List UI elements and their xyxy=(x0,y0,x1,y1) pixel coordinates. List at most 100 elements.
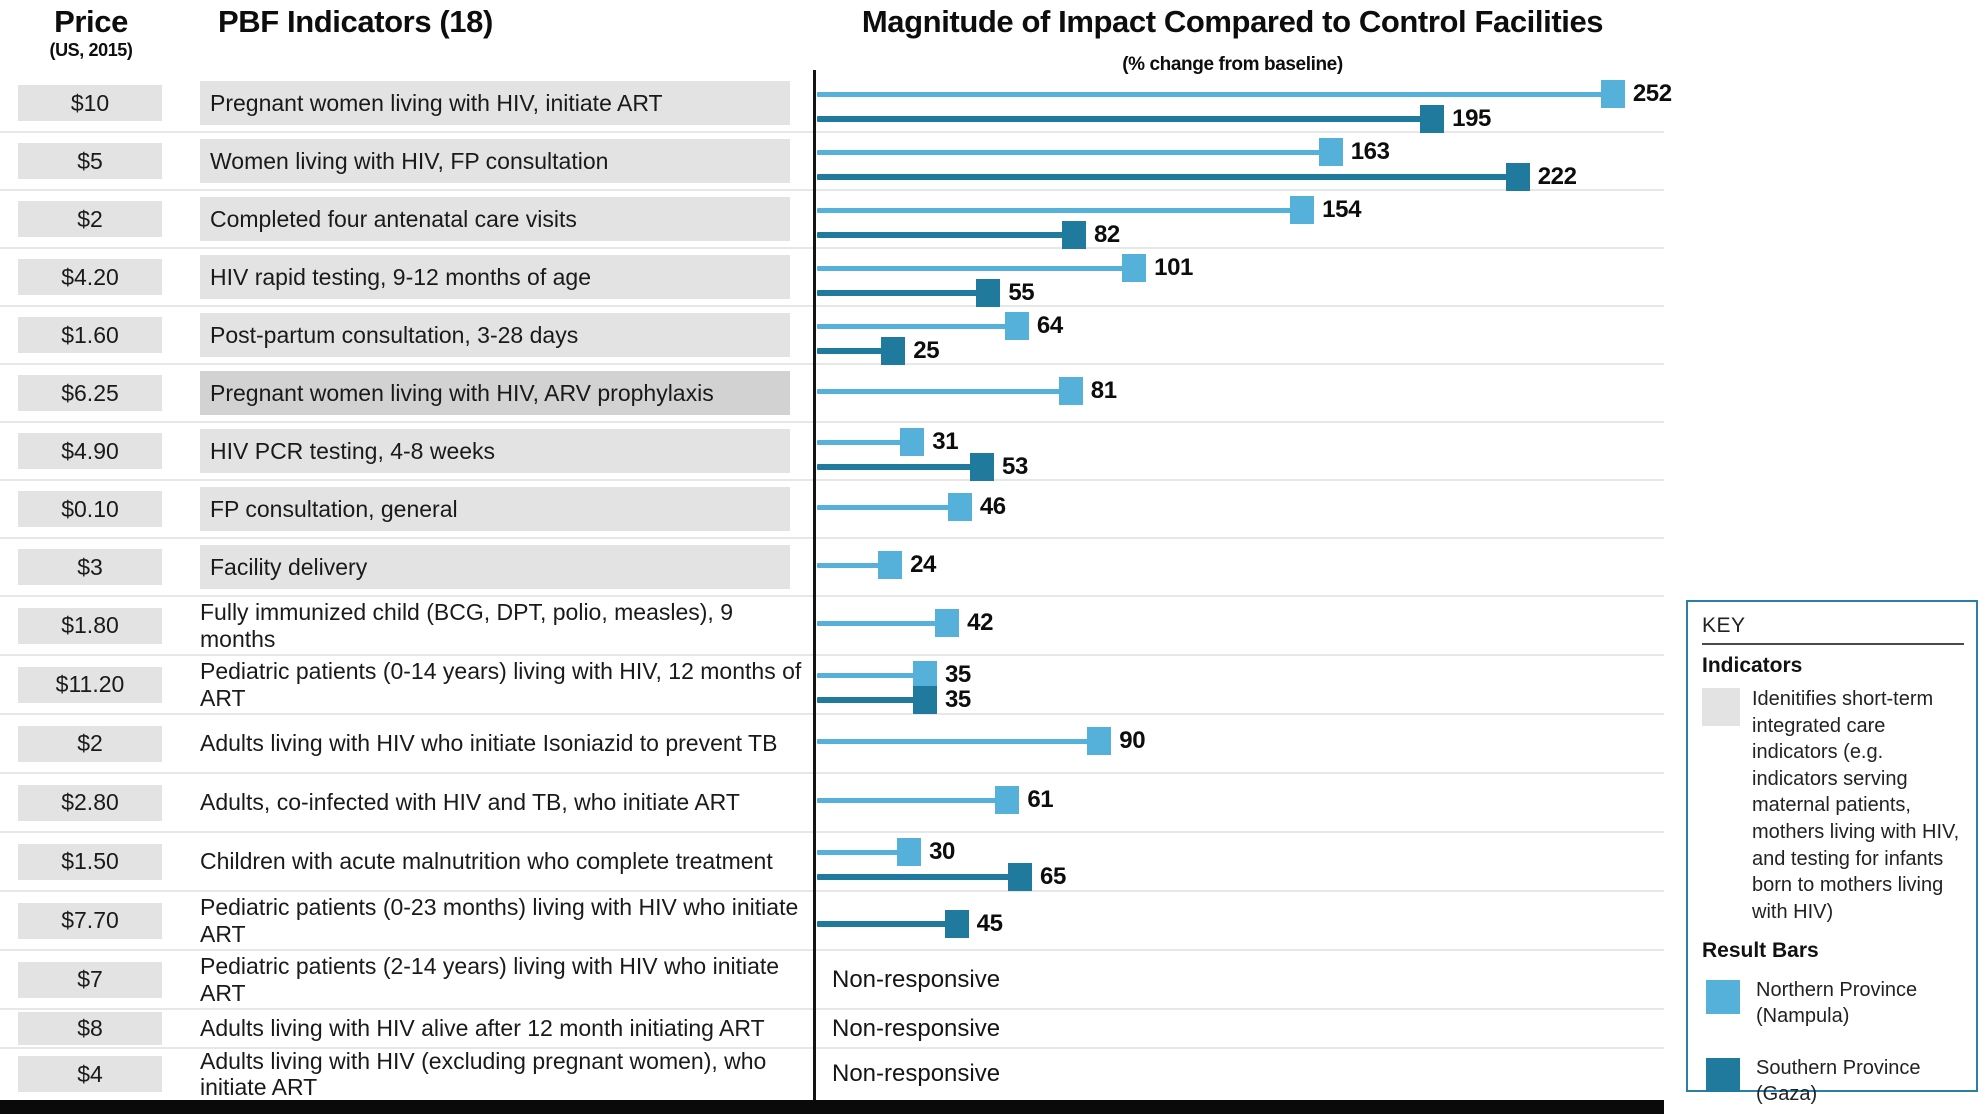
bar-north-line xyxy=(817,323,1008,329)
bar-value-label: 195 xyxy=(1452,105,1491,132)
indicator-label: Fully immunized child (BCG, DPT, polio, … xyxy=(200,599,733,652)
price-cell: $2 xyxy=(18,725,162,762)
row-separator xyxy=(0,131,1664,133)
north-province-swatch xyxy=(1706,980,1740,1015)
bottom-divider-bar xyxy=(0,1100,1664,1114)
bar-north-line xyxy=(817,149,1322,155)
key-indicators-heading: Indicators xyxy=(1702,654,1803,677)
bar-value-label: 252 xyxy=(1632,80,1672,107)
indicator-label: Pregnant women living with HIV, ARV prop… xyxy=(200,371,790,415)
row-separator xyxy=(0,949,1664,951)
bar-north-line xyxy=(817,797,999,803)
legend-item-south: Southern Province (Gaza) xyxy=(1706,1055,1964,1107)
bar-value-label: 31 xyxy=(932,428,959,455)
price-cell: $7.70 xyxy=(18,902,162,939)
bar-north-marker xyxy=(1058,377,1083,405)
chart-title: Magnitude of Impact Compared to Control … xyxy=(861,4,1604,39)
indicator-label: Adults living with HIV alive after 12 mo… xyxy=(200,1015,765,1042)
bar-value-label: 25 xyxy=(913,337,940,364)
price-cell: $1.80 xyxy=(18,607,162,644)
bar-value-label: 46 xyxy=(979,493,1006,520)
bar-north-line xyxy=(817,207,1294,213)
shaded-indicator-swatch xyxy=(1702,688,1740,726)
bar-south-marker xyxy=(1008,863,1033,891)
indicators-column-title: PBF Indicators (18) xyxy=(218,4,493,39)
bar-value-label: 24 xyxy=(910,551,936,578)
bar-south-marker xyxy=(944,910,969,938)
row-separator xyxy=(0,363,1664,365)
bar-south-line xyxy=(817,348,885,354)
non-responsive-label: Non-responsive xyxy=(832,1014,1001,1042)
bar-north-marker xyxy=(900,428,925,456)
row-separator xyxy=(0,421,1664,423)
price-cell: $8 xyxy=(18,1012,162,1045)
price-cell: $1.50 xyxy=(18,843,162,880)
key-title: KEY xyxy=(1702,614,1746,637)
indicator-label: Facility delivery xyxy=(200,545,790,589)
key-legend-box: KEY Indicators Idenitifies short-term in… xyxy=(1686,600,1978,1105)
indicator-label: HIV PCR testing, 4-8 weeks xyxy=(200,429,790,473)
bar-north-marker xyxy=(878,551,903,579)
bar-north-marker xyxy=(1087,727,1112,755)
indicator-label: Pediatric patients (0-23 months) living … xyxy=(200,894,799,947)
bar-value-label: 82 xyxy=(1093,221,1120,248)
bar-north-line xyxy=(817,738,1091,744)
bar-north-marker xyxy=(1122,254,1147,282)
row-separator xyxy=(0,247,1664,249)
bar-south-line xyxy=(817,116,1424,122)
bar-south-line xyxy=(817,464,973,470)
price-cell: $0.10 xyxy=(18,491,162,527)
row-separator xyxy=(0,890,1664,892)
indicator-label: Pediatric patients (0-14 years) living w… xyxy=(200,658,802,711)
bar-north-line xyxy=(817,439,904,445)
bar-north-line xyxy=(817,620,939,626)
bar-value-label: 81 xyxy=(1090,377,1117,404)
indicator-label: Pregnant women living with HIV, initiate… xyxy=(200,81,790,125)
bar-north-marker xyxy=(1290,196,1315,224)
north-province-label: Northern Province (Nampula) xyxy=(1756,979,1918,1028)
bar-north-marker xyxy=(1600,80,1625,108)
bar-south-marker xyxy=(976,279,1001,307)
row-separator xyxy=(0,189,1664,191)
bar-north-marker xyxy=(912,661,937,689)
bar-south-marker xyxy=(912,686,937,714)
price-cell: $4 xyxy=(18,1056,162,1092)
bar-value-label: 35 xyxy=(944,661,971,688)
bar-south-marker xyxy=(1061,221,1086,249)
bar-south-marker xyxy=(970,453,994,481)
indicator-label: Children with acute malnutrition who com… xyxy=(200,848,773,875)
key-title-rule xyxy=(1702,643,1964,645)
price-cell: $1.60 xyxy=(18,317,162,353)
bar-south-line xyxy=(817,697,916,703)
bar-north-marker xyxy=(1318,138,1343,166)
bar-north-line xyxy=(817,91,1604,97)
bar-south-line xyxy=(817,921,948,927)
indicator-label: Post-partum consultation, 3-28 days xyxy=(200,313,790,357)
indicator-label: Women living with HIV, FP consultation xyxy=(200,139,790,183)
bar-north-line xyxy=(817,504,951,510)
bar-south-marker xyxy=(1505,163,1530,191)
price-cell: $11.20 xyxy=(18,666,162,703)
indicator-label: Adults, co-infected with HIV and TB, who… xyxy=(200,789,740,816)
price-cell: $4.20 xyxy=(18,259,162,295)
bar-value-label: 53 xyxy=(1002,453,1028,480)
key-result-bars-heading: Result Bars xyxy=(1702,939,1819,963)
bar-value-label: 30 xyxy=(929,838,955,865)
south-province-label: Southern Province (Gaza) xyxy=(1756,1057,1921,1106)
indicator-label: Completed four antenatal care visits xyxy=(200,197,790,241)
non-responsive-label: Non-responsive xyxy=(832,1060,1001,1087)
south-province-swatch xyxy=(1706,1058,1740,1093)
bar-north-line xyxy=(817,265,1126,271)
bar-south-line xyxy=(817,174,1509,180)
row-separator xyxy=(0,479,1664,481)
bar-north-line xyxy=(817,388,1062,394)
bar-value-label: 55 xyxy=(1008,279,1035,306)
indicator-label: HIV rapid testing, 9-12 months of age xyxy=(200,255,790,299)
bar-value-label: 35 xyxy=(944,686,971,713)
price-cell: $2 xyxy=(18,201,162,237)
price-cell: $6.25 xyxy=(18,375,162,411)
bar-north-line xyxy=(817,672,916,678)
bar-value-label: 101 xyxy=(1154,254,1193,281)
chart-subtitle: (% change from baseline) xyxy=(1122,54,1343,75)
indicator-label: Adults living with HIV (excluding pregna… xyxy=(200,1047,767,1100)
